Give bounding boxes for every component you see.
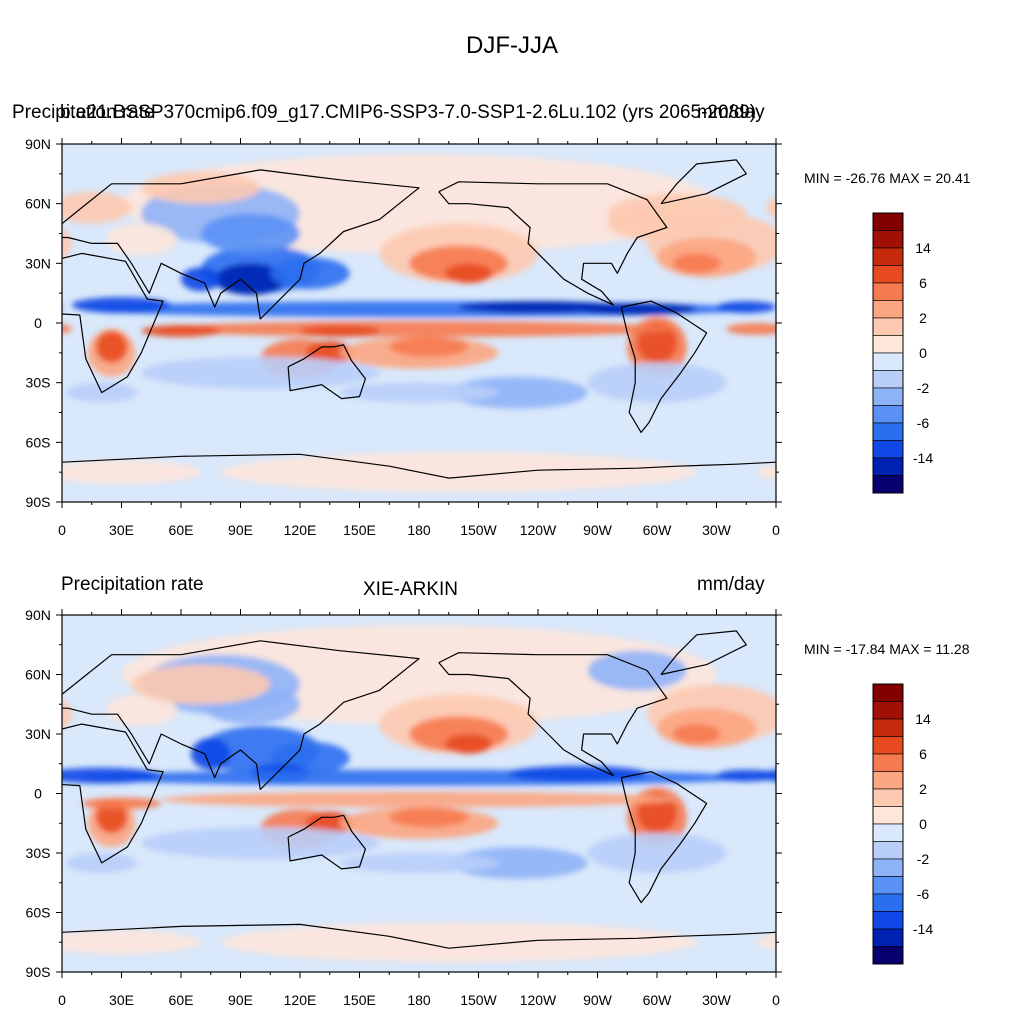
colorbar1-swatch xyxy=(872,457,904,476)
panel2-x-tick-label: 120E xyxy=(284,992,317,1008)
colorbar1-swatch xyxy=(872,475,904,494)
colorbar2-swatch xyxy=(872,893,904,912)
colorbar1-label: -2 xyxy=(917,380,930,396)
panel1-x-tick-label: 150E xyxy=(343,522,376,538)
panel1-y-tick-label: 90N xyxy=(25,136,51,152)
panel2-variable-label: Precipitation rate xyxy=(61,574,204,595)
colorbar2-swatch xyxy=(872,753,904,772)
panel2-x-tick-label: 150E xyxy=(343,992,376,1008)
panel2-x-tick-label: 120W xyxy=(520,992,557,1008)
colorbar1-label: 0 xyxy=(919,345,927,361)
panel1-x-tick-label: 0 xyxy=(58,522,66,538)
panel1-x-tick-label: 120E xyxy=(284,522,317,538)
panel1-y-tick-label: 30N xyxy=(25,255,51,271)
colorbar1-swatch xyxy=(872,300,904,319)
panel2-y-tick-label: 60N xyxy=(25,667,51,683)
colorbar2-swatch xyxy=(872,736,904,755)
colorbar1-label: 14 xyxy=(915,240,931,256)
panel2-x-tick-label: 60W xyxy=(643,992,673,1008)
panel2-x-tick-label: 30E xyxy=(109,992,134,1008)
panel1-y-tick-label: 60N xyxy=(25,196,51,212)
panel2-x-tick-label: 90W xyxy=(583,992,613,1008)
colorbar2-swatch xyxy=(872,718,904,737)
colorbar2-label: -6 xyxy=(917,886,930,902)
panel1-x-tick-label: 0 xyxy=(772,522,780,538)
colorbar1-swatch xyxy=(872,317,904,336)
colorbar2-swatch xyxy=(872,701,904,720)
colorbar1-swatch xyxy=(872,230,904,249)
panel2-x-tick-label: 60E xyxy=(169,992,194,1008)
colorbar1-swatch xyxy=(872,247,904,266)
colorbar1-label: -14 xyxy=(913,450,933,466)
colorbar1-swatch xyxy=(872,387,904,406)
panel2-minmax: MIN = -17.84 MAX = 11.28 xyxy=(804,641,970,657)
panel2-case-label: XIE-ARKIN xyxy=(363,579,459,600)
colorbar2-label: 14 xyxy=(915,711,931,727)
colorbar1-swatch xyxy=(872,422,904,441)
colorbar2-swatch xyxy=(872,806,904,825)
panel1-minmax: MIN = -26.76 MAX = 20.41 xyxy=(804,170,971,186)
panel1-case-label: b.e21.BSSP370cmip6.f09_g17.CMIP6-SSP3-7.… xyxy=(60,102,757,123)
panel1-x-tick-label: 60E xyxy=(169,522,194,538)
colorbar2-label: 6 xyxy=(919,746,927,762)
panel2-y-tick-label: 90N xyxy=(25,607,51,623)
panel2-y-tick-label: 30N xyxy=(25,726,51,742)
colorbar2-label: 0 xyxy=(919,816,927,832)
colorbar2-swatch xyxy=(872,788,904,807)
panel1-x-tick-label: 150W xyxy=(460,522,497,538)
colorbar2-label: -2 xyxy=(917,851,930,867)
panel2-x-tick-label: 150W xyxy=(460,992,497,1008)
panel2-y-tick-label: 90S xyxy=(26,964,51,980)
panel1-variable-label: Precipitation rate xyxy=(12,102,155,123)
colorbar1-swatch xyxy=(872,405,904,424)
colorbar2-swatch xyxy=(872,771,904,790)
panel1-x-tick-label: 180 xyxy=(407,522,431,538)
panel1-y-tick-label: 30S xyxy=(26,375,51,391)
colorbar1-swatch xyxy=(872,370,904,389)
panel1-x-tick-label: 120W xyxy=(520,522,557,538)
panel2-units-label: mm/day xyxy=(697,574,765,595)
colorbar2-swatch xyxy=(872,858,904,877)
panel1-y-tick-label: 90S xyxy=(26,494,51,510)
panel1-units-label: mm/day xyxy=(697,102,765,123)
panel2-x-tick-label: 180 xyxy=(407,992,431,1008)
panel2-x-tick-label: 30W xyxy=(702,992,732,1008)
panel2-y-tick-label: 0 xyxy=(34,786,42,802)
panel2-x-tick-label: 0 xyxy=(58,992,66,1008)
colorbar1-swatch xyxy=(872,440,904,459)
colorbar1-swatch xyxy=(872,212,904,231)
colorbar1-swatch xyxy=(872,335,904,354)
colorbar2-swatch xyxy=(872,823,904,842)
colorbar1-label: 2 xyxy=(919,310,927,326)
panel1-x-tick-label: 30E xyxy=(109,522,134,538)
panel1-x-tick-label: 90W xyxy=(583,522,613,538)
panel2-y-tick-label: 30S xyxy=(26,845,51,861)
panel1-y-tick-label: 0 xyxy=(34,315,42,331)
colorbar1-label: 6 xyxy=(919,275,927,291)
colorbar1-swatch xyxy=(872,265,904,284)
panel1-y-tick-label: 60S xyxy=(26,434,51,450)
colorbar2-label: -14 xyxy=(913,921,933,937)
colorbar2-swatch xyxy=(872,946,904,965)
colorbar1-swatch xyxy=(872,352,904,371)
colorbar2-swatch xyxy=(872,683,904,702)
panel1-map xyxy=(62,144,776,502)
colorbar2-label: 2 xyxy=(919,781,927,797)
colorbar2-swatch xyxy=(872,841,904,860)
panel1-x-tick-label: 30W xyxy=(702,522,732,538)
colorbar2-swatch xyxy=(872,928,904,947)
panel2-x-tick-label: 0 xyxy=(772,992,780,1008)
colorbar1-swatch xyxy=(872,282,904,301)
panel2-map xyxy=(62,615,776,972)
panel1-x-tick-label: 60W xyxy=(643,522,673,538)
colorbar2-swatch xyxy=(872,876,904,895)
panel2-y-tick-label: 60S xyxy=(26,905,51,921)
panel2-x-tick-label: 90E xyxy=(228,992,253,1008)
panel1-x-tick-label: 90E xyxy=(228,522,253,538)
colorbar1-label: -6 xyxy=(917,415,930,431)
colorbar2-swatch xyxy=(872,911,904,930)
page-title: DJF-JJA xyxy=(466,32,558,59)
